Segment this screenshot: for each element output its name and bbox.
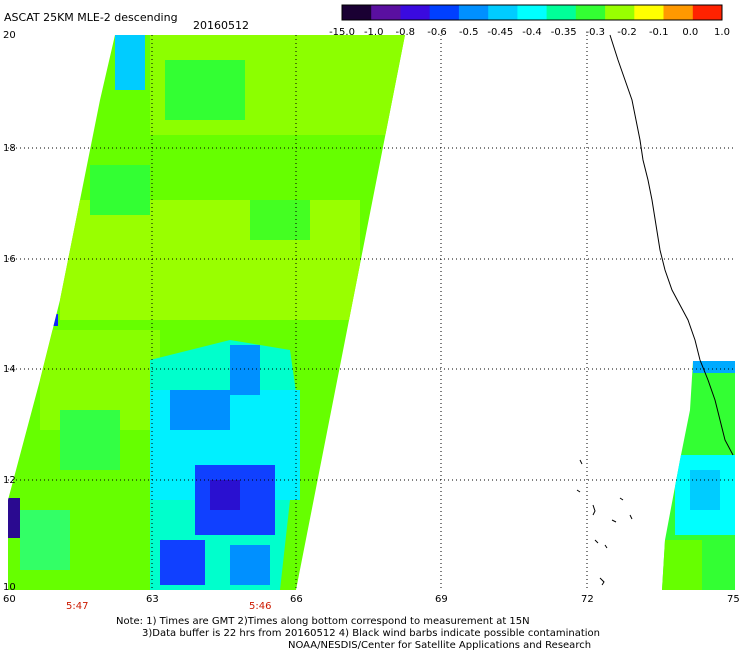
colorbar-label: -0.35 xyxy=(551,27,577,38)
colorbar-swatch xyxy=(342,5,372,20)
grid-lines xyxy=(8,35,735,590)
colorbar-label: -1.0 xyxy=(364,27,384,38)
colorbar-swatch xyxy=(458,5,489,20)
colorbar-swatch xyxy=(663,5,694,20)
colorbar-label: -0.3 xyxy=(586,27,606,38)
colorbar-label: -0.5 xyxy=(459,27,479,38)
lat-label-14: 14 xyxy=(3,364,16,375)
islands xyxy=(576,459,633,586)
lat-label-16: 16 xyxy=(3,254,16,265)
lon-label-66: 66 xyxy=(290,594,303,605)
map-title: ASCAT 25KM MLE-2 descending xyxy=(4,11,178,24)
colorbar: -15.0 -1.0 -0.8 -0.6 -0.5 -0.45 -0.4 -0.35 -0.3-… xyxy=(329,4,730,38)
colorbar-label: -0.6 xyxy=(427,27,447,38)
lat-label-20: 20 xyxy=(3,30,16,41)
colorbar-swatch xyxy=(400,5,431,20)
colorbar-swatch xyxy=(634,5,664,20)
lat-label-10: 10 xyxy=(3,582,16,593)
colorbar-label: -15.0 xyxy=(329,27,355,38)
colorbar-swatch xyxy=(371,5,401,20)
lat-label-18: 18 xyxy=(3,143,16,154)
lat-label-12: 12 xyxy=(3,475,16,486)
east-swath xyxy=(662,361,735,590)
colorbar-swatch xyxy=(692,5,723,20)
colorbar-swatch xyxy=(605,5,635,20)
colorbar-label: -0.2 xyxy=(617,27,637,38)
lon-label-63: 63 xyxy=(146,594,159,605)
colorbar-label: 1.0 xyxy=(714,27,730,38)
colorbar-swatch xyxy=(517,5,548,20)
west-swath xyxy=(8,35,405,590)
colorbar-label: 0.0 xyxy=(682,27,698,38)
map-date: 20160512 xyxy=(193,19,249,32)
lon-label-72: 72 xyxy=(581,594,594,605)
lon-label-60: 60 xyxy=(3,594,16,605)
colorbar-swatch xyxy=(429,5,460,20)
colorbar-frame xyxy=(341,4,723,21)
coastline xyxy=(609,34,734,456)
colorbar-label: -0.4 xyxy=(522,27,542,38)
note-line-2: 3)Data buffer is 22 hrs from 20160512 4)… xyxy=(142,628,600,639)
time-label-west: 5:47 xyxy=(66,601,88,612)
note-line-1: Note: 1) Times are GMT 2)Times along bot… xyxy=(116,616,530,627)
colorbar-label: -0.45 xyxy=(487,27,513,38)
note-line-3: NOAA/NESDIS/Center for Satellite Applica… xyxy=(288,640,592,651)
colorbar-swatch xyxy=(575,5,606,20)
lon-label-75: 75 xyxy=(727,594,740,605)
colorbar-swatch xyxy=(488,5,518,20)
colorbar-swatch xyxy=(546,5,577,20)
colorbar-label: -0.8 xyxy=(396,27,416,38)
colorbar-label: -0.1 xyxy=(649,27,669,38)
time-label-east: 5:46 xyxy=(249,601,271,612)
lon-label-69: 69 xyxy=(435,594,448,605)
